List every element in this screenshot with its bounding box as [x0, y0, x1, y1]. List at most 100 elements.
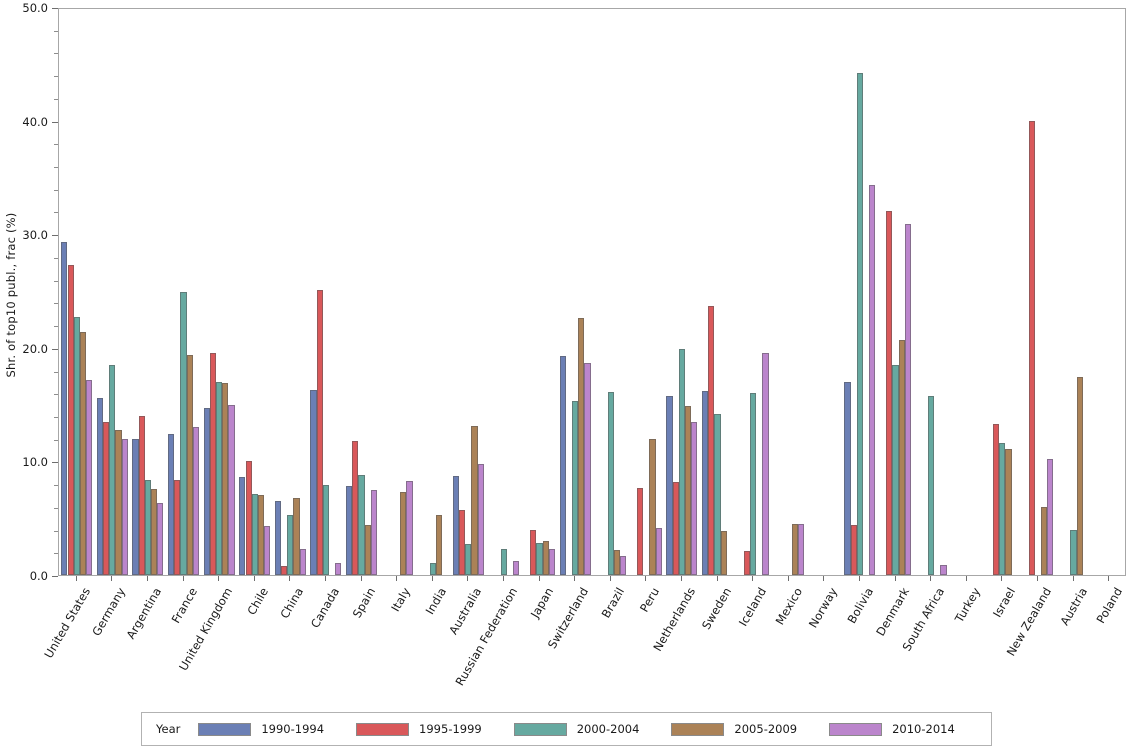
legend-item[interactable]: 1995-1999	[356, 722, 482, 736]
y-minor-tick-mark	[54, 212, 58, 214]
bar	[898, 339, 905, 575]
x-tick-label: Germany	[89, 585, 129, 639]
x-tick-mark	[1037, 576, 1038, 581]
x-tick-mark	[182, 576, 184, 581]
bar	[281, 565, 288, 575]
x-tick-mark	[325, 576, 326, 581]
x-tick-label: Chile	[244, 585, 271, 618]
bar-group	[273, 9, 309, 575]
bar-group	[1020, 9, 1056, 575]
legend-item[interactable]: 2000-2004	[513, 722, 639, 736]
x-tick-label: Australia	[446, 585, 485, 637]
y-tick-mark	[52, 348, 58, 350]
x-tick-label: Austria	[1056, 585, 1090, 628]
bar-group	[735, 9, 771, 575]
y-minor-tick-mark	[54, 371, 58, 373]
bar-group	[878, 9, 914, 575]
bar	[702, 390, 709, 575]
legend-item[interactable]: 1990-1994	[198, 722, 324, 736]
x-tick-label: Spain	[349, 585, 378, 621]
bar-group	[771, 9, 807, 575]
bar	[548, 548, 556, 575]
plot-area	[58, 8, 1126, 576]
x-tick-label: Japan	[527, 585, 556, 621]
bar	[138, 415, 145, 575]
bar	[274, 501, 282, 575]
bar	[109, 364, 116, 575]
bar-group	[1091, 9, 1127, 575]
bar	[364, 525, 371, 575]
bar	[607, 392, 614, 575]
bar-group	[949, 9, 985, 575]
x-tick-mark	[752, 576, 754, 581]
bar	[869, 185, 876, 575]
bar-group	[1056, 9, 1092, 575]
bar	[762, 353, 769, 575]
x-tick-label: Poland	[1093, 585, 1126, 626]
bar	[121, 438, 128, 575]
x-tick-label: Sweden	[698, 585, 734, 632]
bar-group	[522, 9, 558, 575]
bar	[720, 530, 727, 575]
x-tick-mark	[503, 576, 504, 581]
y-tick-mark	[52, 462, 58, 464]
bar-group	[379, 9, 415, 575]
bar-group	[344, 9, 380, 575]
legend-label: 1990-1994	[261, 722, 325, 736]
bar	[239, 477, 246, 575]
y-minor-tick-mark	[54, 416, 58, 418]
x-tick-label: Denmark	[872, 585, 912, 639]
y-axis-label: Shr. of top10 publ., frac (%)	[4, 212, 18, 378]
bar	[886, 211, 893, 575]
x-tick-label: Brazil	[598, 585, 627, 621]
y-minor-tick-mark	[54, 507, 58, 509]
bar	[157, 503, 164, 575]
y-minor-tick-mark	[54, 144, 58, 146]
y-minor-tick-mark	[54, 76, 58, 78]
x-tick-mark	[396, 576, 398, 581]
bar	[798, 523, 805, 575]
bar	[186, 354, 193, 575]
bar	[67, 264, 74, 575]
x-tick-mark	[645, 576, 647, 581]
x-tick-mark	[360, 576, 362, 581]
x-tick-label: Norway	[806, 585, 841, 631]
bar	[584, 362, 591, 575]
bar	[471, 426, 478, 575]
x-tick-mark	[218, 576, 220, 581]
bar	[61, 242, 68, 575]
x-tick-mark	[111, 576, 113, 581]
bar-group	[201, 9, 237, 575]
y-tick-label: 30.0	[22, 228, 48, 243]
legend-label: 1995-1999	[419, 722, 482, 736]
bar	[96, 397, 104, 575]
bar	[850, 525, 857, 575]
y-tick-mark	[52, 576, 58, 577]
bar	[791, 523, 799, 575]
legend-item[interactable]: 2010-2014	[829, 722, 955, 736]
bar	[103, 421, 110, 575]
bar	[86, 379, 93, 575]
bar	[335, 562, 342, 575]
x-tick-mark	[716, 576, 718, 581]
x-tick-mark	[253, 576, 255, 581]
legend-color-swatch	[829, 722, 883, 736]
bar	[637, 487, 644, 575]
x-tick-mark	[431, 576, 433, 581]
bar	[192, 427, 200, 575]
y-minor-tick-mark	[54, 553, 58, 555]
legend-item[interactable]: 2005-2009	[671, 722, 797, 736]
legend-color-swatch	[198, 722, 252, 736]
bar	[613, 550, 621, 575]
bar	[352, 440, 359, 575]
bar	[928, 395, 935, 575]
bar	[578, 318, 585, 575]
y-minor-tick-mark	[54, 53, 58, 55]
bar	[216, 381, 223, 575]
bar	[209, 353, 217, 575]
x-tick-label: Peru	[637, 585, 663, 615]
x-tick-mark	[1001, 576, 1003, 581]
bar	[743, 551, 751, 575]
x-tick-mark	[965, 576, 967, 581]
bar	[168, 434, 175, 575]
